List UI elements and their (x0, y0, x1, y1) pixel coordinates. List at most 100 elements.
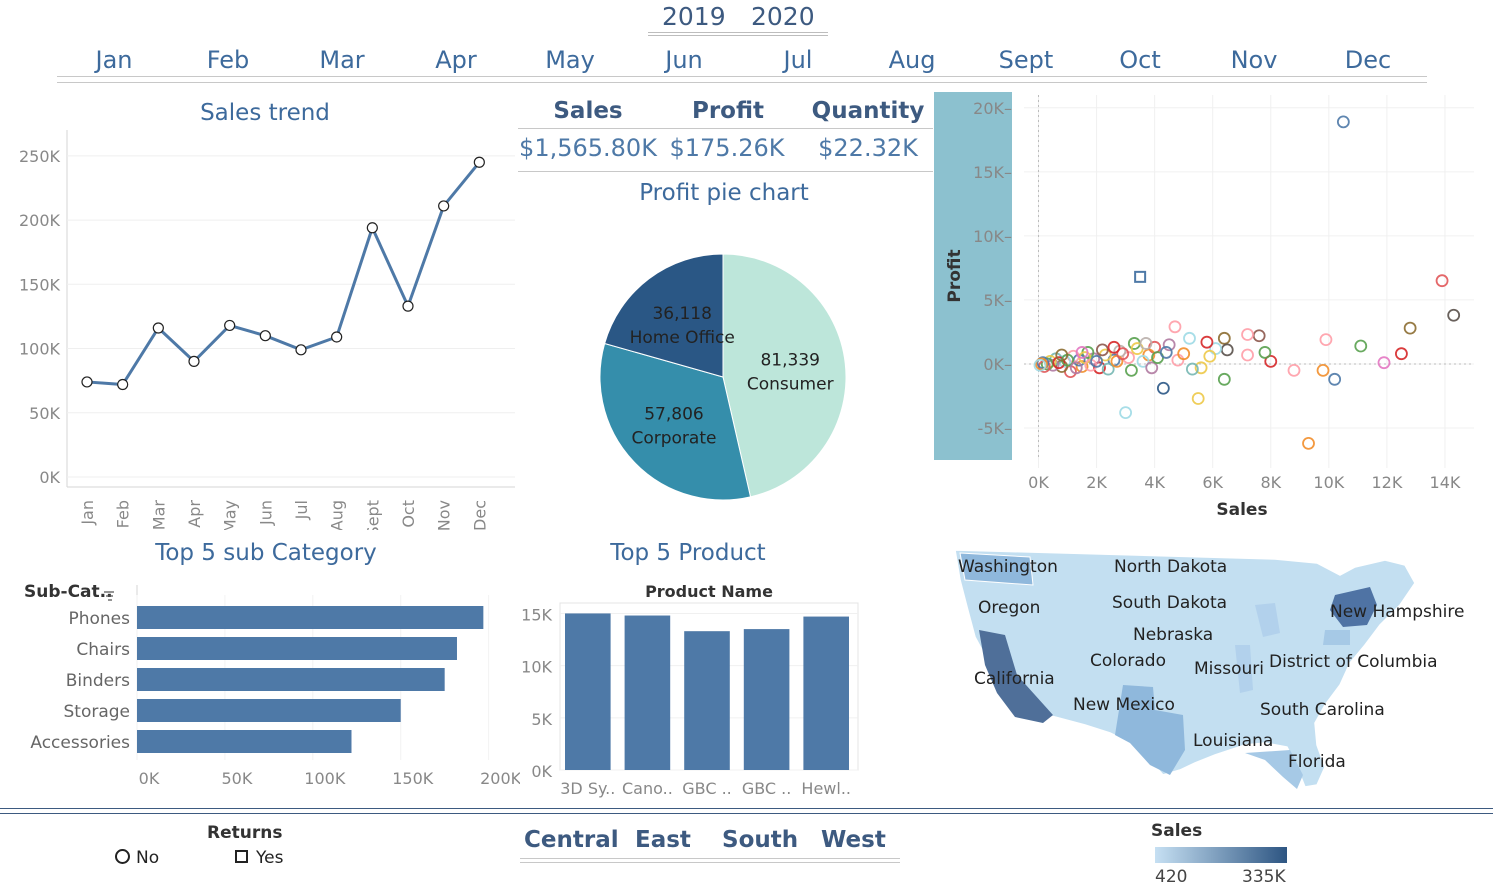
profit-pie-title: Profit pie chart (639, 180, 809, 206)
year-filter-2019[interactable]: 2019 (662, 2, 726, 31)
scatter-point (1258, 346, 1272, 359)
product-bar (624, 615, 671, 770)
scatter-y-tick: 15K– (973, 163, 1012, 182)
scatter-point (1377, 356, 1391, 370)
month-filter-sept[interactable]: Sept (998, 46, 1054, 74)
scatter-y-label: Profit (945, 249, 965, 302)
trend-point (117, 378, 129, 391)
scatter-point (1183, 331, 1196, 345)
scatter-point (1033, 358, 1047, 372)
top5-product-chart: Product Name 0K 5K 10K 15K 3D Sy.. Cano.. GBC .… (521, 582, 859, 798)
pie-slice-consumer (722, 253, 847, 498)
map-label-north-dakota: North Dakota (1114, 557, 1228, 577)
scatter-y-tick: 5K– (983, 291, 1012, 310)
scatter-point (1156, 381, 1170, 395)
trend-line (86, 161, 481, 387)
pie-category-label: Home Office (630, 328, 735, 348)
map-label-florida: Florida (1288, 752, 1346, 772)
subcat-bar (137, 606, 484, 629)
region-filter-west[interactable]: West (821, 827, 886, 853)
region-filter-east[interactable]: East (635, 827, 691, 853)
year-underline-2 (648, 35, 828, 36)
pie-slice-corporate (599, 342, 752, 501)
scatter-point (1403, 321, 1417, 335)
returns-yes-label[interactable]: Yes (256, 848, 284, 868)
scatter-point (1336, 115, 1350, 129)
profit-pie-chart: 81,339 Consumer 57,806 Corporate 36,118 Home … (599, 253, 847, 501)
trend-point (438, 200, 450, 212)
trend-x-tick: Jan (78, 500, 97, 526)
subcat-bar (137, 668, 445, 691)
scatter-point (1447, 308, 1461, 322)
region-filter-south[interactable]: South (722, 827, 799, 853)
scatter-point (1055, 348, 1069, 362)
month-filter-may[interactable]: May (545, 46, 595, 74)
trend-point (473, 156, 485, 168)
month-filter-jun[interactable]: Jun (665, 46, 703, 74)
trend-point (402, 300, 414, 312)
month-filter-jul[interactable]: Jul (783, 46, 813, 74)
month-filter-aug[interactable]: Aug (888, 46, 936, 74)
trend-y-tick: 250K (19, 147, 61, 166)
product-y-tick: 10K (521, 658, 552, 677)
scatter-point (1052, 356, 1066, 370)
scatter-point (1145, 361, 1159, 375)
scatter-point (1125, 363, 1138, 377)
scatter-point (1220, 343, 1234, 357)
month-filter-nov[interactable]: Nov (1230, 46, 1278, 74)
subcat-axis-header: Sub-Cat.. (24, 582, 113, 602)
region-underline (520, 858, 900, 859)
pie-value-label: 81,339 (760, 350, 819, 370)
square-icon[interactable] (235, 850, 248, 863)
product-y-tick: 5K (531, 710, 552, 729)
map-label-colorado: Colorado (1090, 651, 1166, 671)
product-x-tick: Hewl.. (801, 779, 851, 798)
returns-no-label[interactable]: No (136, 848, 160, 868)
trend-y-tick: 150K (19, 275, 61, 294)
month-filter-apr[interactable]: Apr (435, 46, 477, 74)
state-washington-border (959, 552, 1034, 586)
scatter-point (1107, 340, 1121, 354)
scatter-point (1101, 362, 1115, 376)
scatter-point (1264, 354, 1278, 368)
scatter-point (1319, 333, 1333, 347)
state-michigan (1255, 603, 1280, 637)
pie-category-label: Corporate (631, 429, 716, 449)
us-sales-map[interactable] (945, 545, 1465, 795)
subcat-x-tick: 50K (221, 769, 252, 788)
circle-icon[interactable] (115, 849, 130, 864)
scatter-point (1116, 347, 1130, 361)
scatter-point (1328, 372, 1342, 386)
profit-scatter-chart: Profit -5K– 0K– 5K– 10K– 15K– 20K– 0K 2K 4K 6K 8K 10… (934, 92, 1474, 520)
top5-subcategory-title: Top 5 sub Category (155, 540, 377, 566)
subcat-bar (137, 730, 352, 753)
map-label-south-carolina: South Carolina (1260, 700, 1385, 720)
trend-x-tick: Nov (435, 500, 454, 530)
scatter-point-returned (1134, 270, 1147, 283)
scatter-point (1136, 354, 1150, 368)
scatter-x-tick: 10K (1313, 473, 1344, 492)
trend-x-tick: Mar (149, 500, 168, 530)
scatter-y-tick: -5K– (978, 419, 1012, 438)
month-filter-feb[interactable]: Feb (206, 46, 250, 74)
state-texas (1115, 685, 1185, 775)
month-filter-mar[interactable]: Mar (319, 46, 365, 74)
scatter-point (1075, 360, 1089, 373)
scatter-x-tick: 0K (1028, 473, 1049, 492)
trend-x-tick: Dec (470, 500, 489, 530)
trend-point (331, 331, 343, 343)
kpi-divider-bottom (518, 171, 933, 172)
trend-y-tick: 0K (39, 468, 60, 487)
region-filter-central[interactable]: Central (524, 827, 619, 853)
year-filter-2020[interactable]: 2020 (751, 2, 815, 31)
scatter-point (1162, 338, 1176, 352)
scatter-point (1159, 346, 1173, 359)
month-filter-dec[interactable]: Dec (1344, 46, 1392, 74)
scatter-x-label: Sales (1216, 500, 1267, 520)
month-filter-oct[interactable]: Oct (1119, 46, 1161, 74)
subcat-label: Phones (68, 609, 130, 629)
product-bar (803, 616, 849, 770)
scatter-point (1090, 354, 1103, 368)
sales-trend-title: Sales trend (200, 100, 330, 126)
month-filter-jan[interactable]: Jan (95, 46, 133, 74)
